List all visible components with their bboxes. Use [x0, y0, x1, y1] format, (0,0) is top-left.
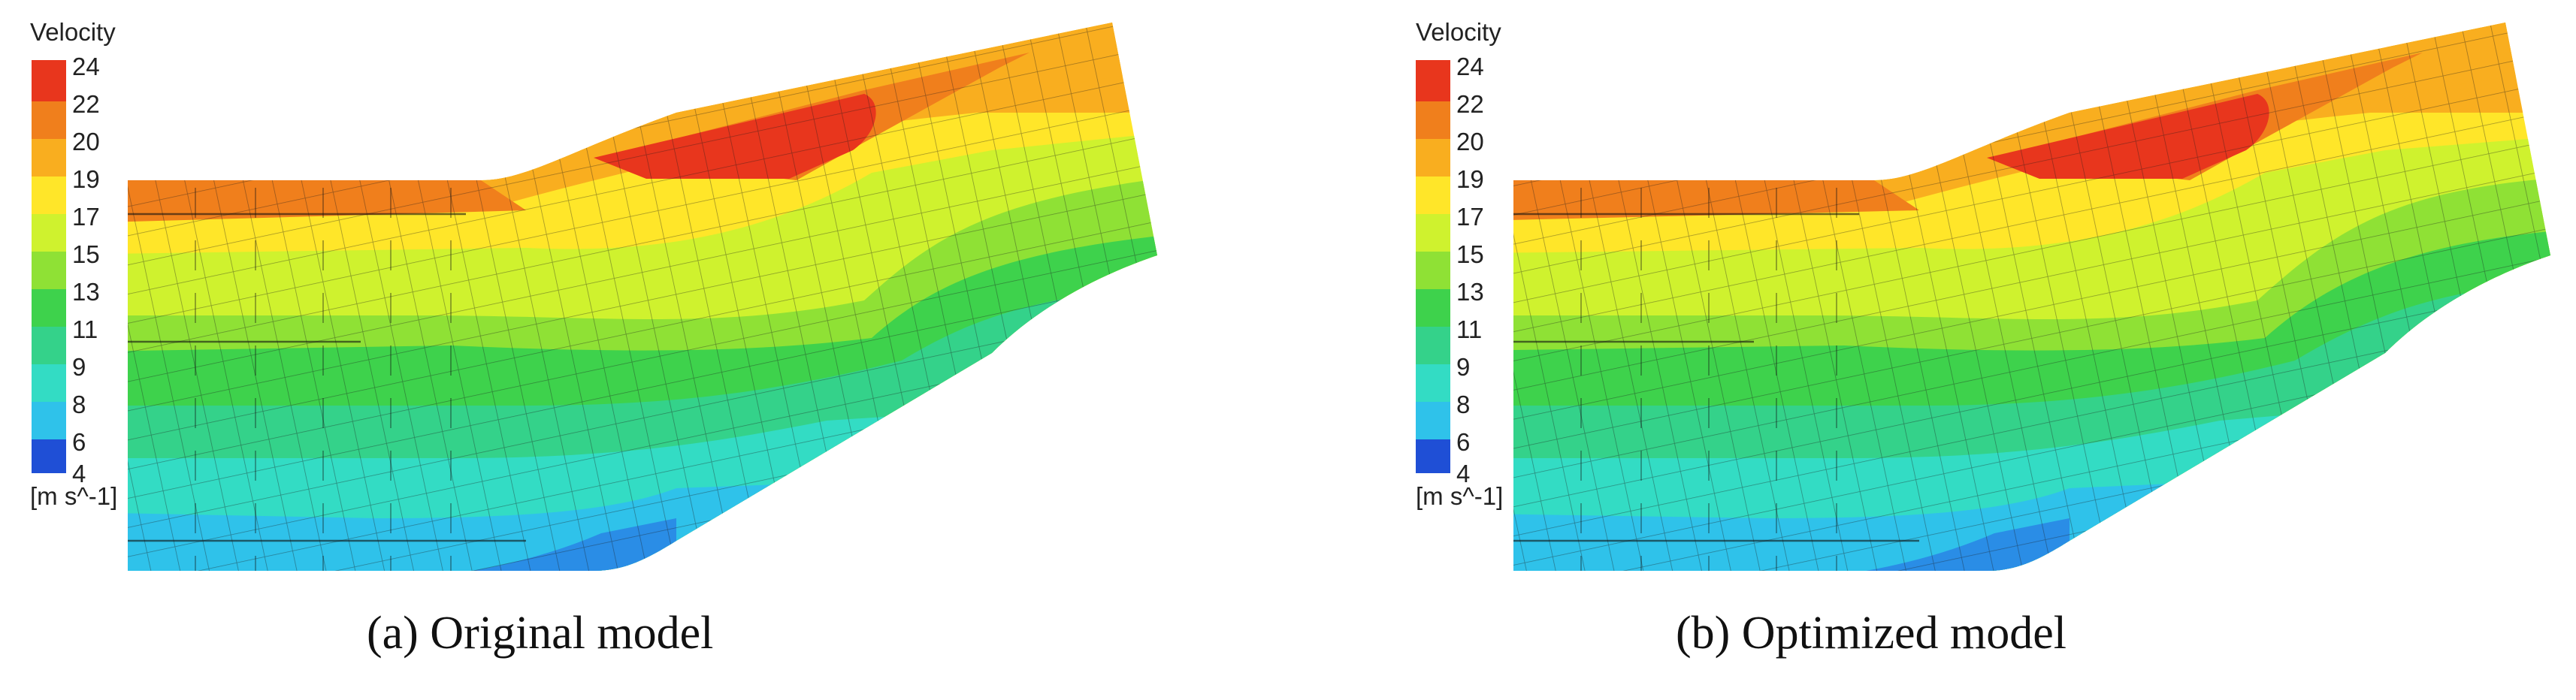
velocity-contour-plot	[128, 23, 1157, 571]
colorbar-swatch	[32, 289, 66, 327]
colorbar-swatch	[32, 139, 66, 177]
colorbar-swatch	[32, 252, 66, 289]
legend-tick: 4	[1456, 460, 1471, 487]
colorbar-swatch	[32, 402, 66, 439]
colorbar-swatch	[1416, 364, 1450, 402]
colorbar	[32, 60, 66, 473]
legend-unit: [m s^-1]	[30, 482, 118, 510]
legend-unit: [m s^-1]	[1416, 482, 1504, 510]
colorbar-swatch	[32, 101, 66, 139]
panel-optimized: Velocity 24 22 20 19 17 15 13 11 9 8 6 4…	[1288, 0, 2576, 700]
legend-tick: 15	[1456, 240, 1484, 268]
colorbar-swatch	[1416, 252, 1450, 289]
legend-tick: 17	[72, 203, 100, 231]
colorbar-swatch	[1416, 101, 1450, 139]
colorbar-swatch	[1416, 289, 1450, 327]
legend-tick: 20	[1456, 128, 1484, 155]
legend-tick: 19	[72, 165, 100, 193]
velocity-contour-plot	[1513, 23, 2550, 571]
colorbar-swatch	[1416, 327, 1450, 364]
legend-tick: 13	[72, 278, 100, 306]
colorbar-swatch	[1416, 60, 1450, 101]
legend-tick: 17	[1456, 203, 1484, 231]
contour-bands	[128, 23, 1157, 571]
legend-tick: 19	[1456, 165, 1484, 193]
colorbar-swatch	[1416, 214, 1450, 252]
colorbar-swatch	[32, 60, 66, 101]
legend-tick: 9	[72, 353, 86, 381]
colorbar-swatch	[1416, 177, 1450, 214]
colorbar-swatch	[32, 364, 66, 402]
legend-tick: 11	[72, 315, 98, 343]
colorbar-swatch	[32, 327, 66, 364]
colorbar-swatch	[32, 177, 66, 214]
legend-tick: 8	[1456, 391, 1471, 418]
colorbar-swatch	[32, 439, 66, 473]
panel-caption: (b) Optimized model	[1676, 608, 2067, 659]
legend-tick: 9	[1456, 353, 1471, 381]
panel-original: Velocity 24 22 20 19 17 15 13 11 9 8 6 4…	[30, 18, 1157, 659]
legend-tick: 6	[72, 428, 86, 456]
legend-tick: 15	[72, 240, 100, 268]
legend-tick: 24	[1456, 53, 1484, 80]
legend-tick: 8	[72, 391, 86, 418]
colorbar-swatch	[32, 214, 66, 252]
legend-title: Velocity	[30, 18, 116, 46]
panel-caption: (a) Original model	[367, 608, 714, 659]
colorbar-swatch	[1416, 439, 1450, 473]
legend-tick: 24	[72, 53, 100, 80]
legend-tick: 13	[1456, 278, 1484, 306]
legend-title: Velocity	[1416, 18, 1501, 46]
colorbar-swatch	[1416, 402, 1450, 439]
legend-tick: 22	[72, 90, 100, 118]
colorbar	[1416, 60, 1450, 473]
contour-bands	[1513, 23, 2550, 571]
legend-tick: 4	[72, 460, 86, 487]
legend-tick: 6	[1456, 428, 1471, 456]
legend-tick: 11	[1456, 315, 1483, 343]
legend-tick: 22	[1456, 90, 1484, 118]
legend-tick: 20	[72, 128, 100, 155]
colorbar-swatch	[1416, 139, 1450, 177]
